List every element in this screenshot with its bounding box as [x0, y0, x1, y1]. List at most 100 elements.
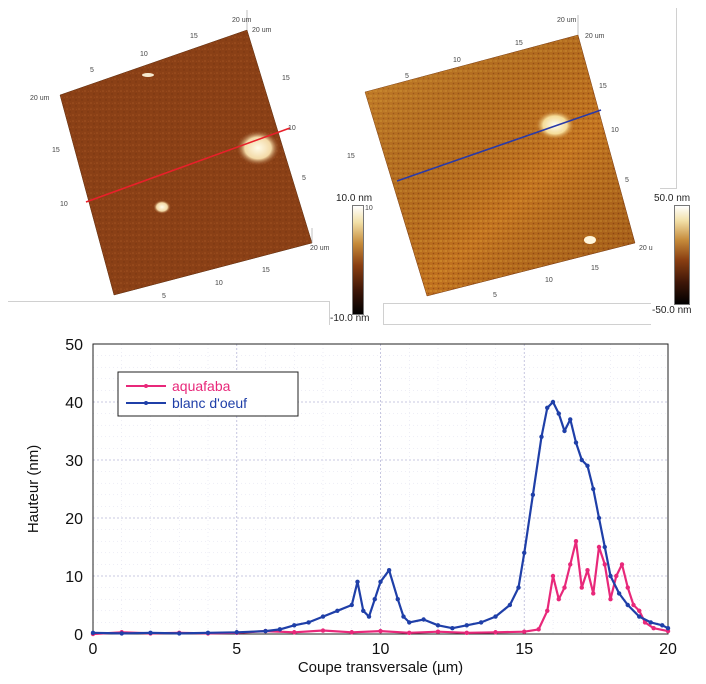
afm-left-side-label: 20 um	[30, 95, 50, 102]
data-point	[539, 434, 544, 439]
afm-right-tick: 15	[515, 40, 523, 47]
afm-left-tick: 15	[190, 33, 198, 40]
y-tick-label: 50	[65, 337, 83, 354]
y-axis-label: Hauteur (nm)	[25, 445, 42, 533]
afm-left-frame	[329, 301, 330, 325]
data-point	[407, 620, 412, 625]
afm-left-scale-max: 10.0 nm	[336, 193, 373, 204]
y-tick-label: 40	[65, 395, 83, 412]
afm-left-colorbar	[352, 205, 364, 315]
data-point	[292, 630, 297, 635]
data-point	[349, 630, 354, 635]
afm-left-tick: 10	[215, 280, 223, 287]
data-point	[568, 417, 573, 422]
data-point	[464, 630, 469, 636]
afm-right-tick: 10	[611, 127, 619, 134]
data-point	[608, 597, 613, 602]
afm-left-tick: 5	[90, 67, 94, 74]
data-point	[625, 585, 630, 590]
x-tick-label: 0	[89, 641, 98, 658]
afm-image-left: 20 um 20 um 20 um 20 um 5 10 15 15 10 5 …	[0, 0, 330, 300]
afm-left-feature	[236, 130, 280, 166]
chart-svg: 0 10 20 30 40 50 0 5 10 15 20 Coupe transversale (…	[25, 337, 677, 676]
data-point	[573, 440, 579, 445]
data-point	[349, 602, 354, 608]
afm-right-tick: 10	[453, 57, 461, 64]
data-point	[277, 627, 283, 632]
data-point	[90, 630, 96, 636]
chart-legend: aquafaba blanc d'oeuf	[117, 371, 299, 417]
data-point	[378, 628, 383, 634]
chart-series	[90, 399, 671, 637]
afm-right-tick: 10	[365, 205, 373, 212]
data-point	[522, 629, 527, 634]
data-point	[366, 614, 372, 619]
data-point	[556, 597, 561, 602]
afm-right-corner-label: 20 um	[557, 17, 577, 24]
data-point	[545, 405, 550, 410]
afm-left-tick: 15	[282, 75, 290, 82]
y-tick-label: 10	[65, 569, 83, 586]
afm-left-tick: 10	[140, 51, 148, 58]
data-point	[522, 550, 527, 555]
data-point	[614, 573, 619, 579]
afm-left-svg: 20 um 20 um 20 um 20 um 5 10 15 15 10 5 …	[30, 10, 330, 300]
afm-left-tick: 15	[52, 147, 60, 154]
data-point	[493, 630, 498, 635]
data-point	[335, 608, 340, 613]
data-point	[608, 573, 613, 579]
afm-left-feature	[142, 73, 154, 77]
afm-left-tick: 10	[288, 125, 296, 132]
afm-right-tick: 15	[591, 265, 599, 272]
data-point	[148, 630, 153, 636]
data-point	[585, 568, 590, 573]
data-point	[516, 585, 521, 590]
data-point	[585, 463, 590, 468]
afm-left-frame	[8, 301, 330, 302]
x-tick-label: 10	[372, 641, 390, 658]
data-point	[407, 630, 412, 636]
x-axis-label: Coupe transversale (µm)	[298, 659, 463, 676]
height-profile-chart: 0 10 20 30 40 50 0 5 10 15 20 Coupe transversale (…	[0, 330, 706, 679]
data-point	[637, 608, 642, 613]
legend-marker	[144, 401, 148, 405]
legend-label: blanc d'oeuf	[172, 395, 247, 411]
data-point	[435, 623, 441, 628]
data-point	[263, 628, 268, 634]
legend-box	[117, 371, 299, 417]
data-point	[619, 562, 625, 567]
data-point	[591, 486, 596, 492]
legend-label: aquafaba	[172, 378, 231, 394]
afm-right-frame	[660, 188, 677, 189]
data-point	[234, 630, 239, 635]
afm-left-edge-label: 20 um	[310, 245, 330, 252]
afm-left-surface	[59, 29, 313, 296]
afm-right-frame	[383, 303, 384, 325]
afm-right-colorbar	[674, 205, 690, 305]
afm-right-feature	[535, 110, 575, 140]
afm-left-feature	[153, 200, 171, 214]
x-tick-label: 15	[515, 641, 533, 658]
data-point	[306, 620, 311, 625]
data-point	[579, 457, 584, 463]
data-point	[562, 428, 567, 434]
data-point	[602, 544, 607, 550]
data-point	[568, 562, 573, 567]
afm-left-tick: 10	[60, 201, 68, 208]
data-point	[205, 630, 211, 636]
data-point	[395, 597, 400, 602]
data-point	[507, 602, 513, 608]
afm-left-tick: 15	[262, 267, 270, 274]
data-point	[386, 568, 392, 573]
data-point	[556, 411, 561, 416]
afm-left-profile-line	[85, 127, 291, 203]
afm-right-svg: 20 um 20 um 20 u 5 10 15 15 10 5 5 10 15…	[347, 15, 653, 299]
data-point	[421, 617, 426, 622]
data-point	[292, 623, 297, 628]
data-point	[435, 629, 441, 634]
afm-right-tick: 15	[599, 83, 607, 90]
data-point	[372, 597, 377, 602]
data-point	[642, 620, 648, 625]
data-point	[665, 626, 671, 631]
data-point	[631, 602, 636, 608]
